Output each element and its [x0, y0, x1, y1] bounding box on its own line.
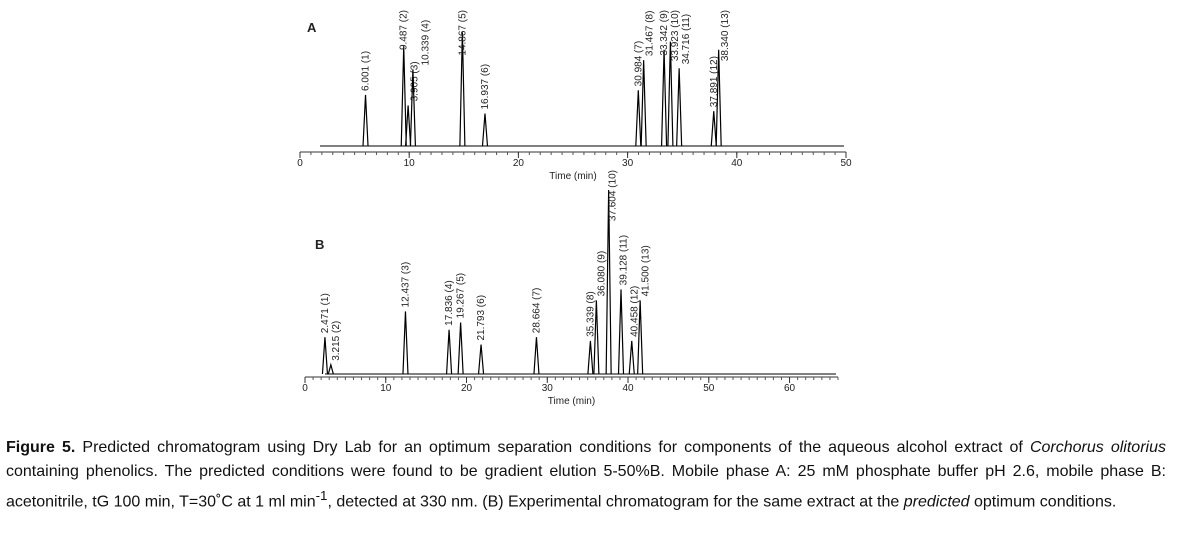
figure-caption: Figure 5. Predicted chromatogram using D…	[6, 436, 1166, 514]
peak	[710, 111, 717, 147]
x-tick-label: 60	[784, 383, 796, 394]
x-tick-label: 30	[542, 383, 554, 394]
peak-label: 3.215 (2)	[331, 321, 342, 361]
peak-label: 3.905 (3)	[410, 61, 421, 101]
peak-label: 2.471 (1)	[320, 293, 331, 333]
peak-label: 9.487 (2)	[399, 10, 410, 50]
caption-run: Figure 5.	[6, 439, 76, 456]
panel-label: B	[315, 237, 324, 252]
peak-label: 16.937 (6)	[480, 64, 491, 110]
x-tick-label: 10	[404, 158, 416, 169]
peak	[445, 329, 453, 375]
peak	[402, 311, 409, 375]
peak-label: 38.340 (13)	[720, 10, 731, 61]
peak-label: 31.467 (8)	[644, 11, 655, 57]
caption-run: Predicted chromatogram using Dry Lab for…	[75, 439, 1030, 456]
x-tick-label: 30	[622, 158, 634, 169]
peak-label: 28.664 (7)	[531, 288, 542, 334]
panel-label: A	[307, 20, 317, 35]
peak	[481, 113, 489, 147]
caption-run: containing phenolics. The predicted cond…	[6, 463, 1166, 511]
caption-run: , detected at 330 nm. (B) Experimental c…	[327, 493, 904, 511]
peak	[409, 69, 417, 147]
peak	[635, 90, 642, 147]
peak	[457, 322, 464, 375]
caption-run: -1	[315, 488, 328, 503]
caption-run: Corchorus olitorius	[1029, 439, 1166, 456]
peak-label: 30.984 (7)	[633, 41, 644, 87]
x-tick-label: 20	[461, 383, 473, 394]
peak	[587, 340, 594, 375]
caption-run: predicted	[903, 493, 970, 511]
peak-label: 41.500 (13)	[640, 245, 651, 296]
peak-label: 14.867 (5)	[457, 10, 468, 56]
peak	[321, 337, 329, 375]
peak	[459, 32, 466, 147]
x-tick-label: 0	[297, 158, 303, 169]
peak-label: 19.267 (5)	[456, 273, 467, 319]
x-tick-label: 50	[840, 158, 852, 169]
peak-label: 37.891 (12)	[709, 56, 720, 107]
peak-label: 17.836 (4)	[444, 280, 455, 326]
x-tick-label: 50	[703, 383, 715, 394]
chromatograms: A 0 10 20 30 40 50 Time (min) 6.001 (1) 9.487 (2)…	[297, 10, 852, 407]
peak-label: 6.001 (1)	[361, 51, 372, 91]
x-tick-label: 0	[302, 383, 308, 394]
x-tick-label: 40	[622, 383, 634, 394]
peak-label: 33.342 (9)	[659, 10, 670, 56]
peak-label: 12.437 (3)	[400, 262, 411, 308]
peak-label: 36.080 (9)	[596, 251, 607, 297]
peak-label: 37.604 (10)	[607, 170, 618, 221]
x-tick-label: 40	[731, 158, 743, 169]
peak	[327, 362, 334, 375]
peak	[660, 49, 668, 147]
peak	[667, 41, 674, 147]
x-tick-label: 10	[380, 383, 392, 394]
peak-label: 39.128 (11)	[618, 235, 629, 285]
peak	[637, 300, 644, 375]
x-axis-title: Time (min)	[548, 396, 595, 407]
peak	[593, 300, 600, 375]
peak	[715, 49, 722, 147]
peak	[405, 105, 412, 147]
peak	[640, 60, 647, 147]
peak-label: 40.458 (12)	[629, 286, 640, 337]
peak-label: 21.793 (6)	[476, 295, 487, 341]
peak-label: 34.716 (11)	[681, 14, 692, 64]
peak	[628, 340, 635, 375]
peak-label: 10.339 (4)	[421, 20, 432, 66]
peak-label: 33.923 (10)	[670, 10, 681, 61]
x-tick-label: 20	[513, 158, 525, 169]
peak-label: 35.339 (8)	[585, 291, 596, 337]
peak	[400, 46, 407, 147]
peak	[477, 344, 485, 375]
peak	[533, 337, 540, 375]
peak	[362, 94, 369, 147]
x-axis-title: Time (min)	[549, 171, 596, 182]
peak	[617, 289, 625, 375]
peak	[676, 68, 683, 147]
caption-run: optimum conditions.	[969, 493, 1117, 511]
peak	[605, 189, 612, 375]
